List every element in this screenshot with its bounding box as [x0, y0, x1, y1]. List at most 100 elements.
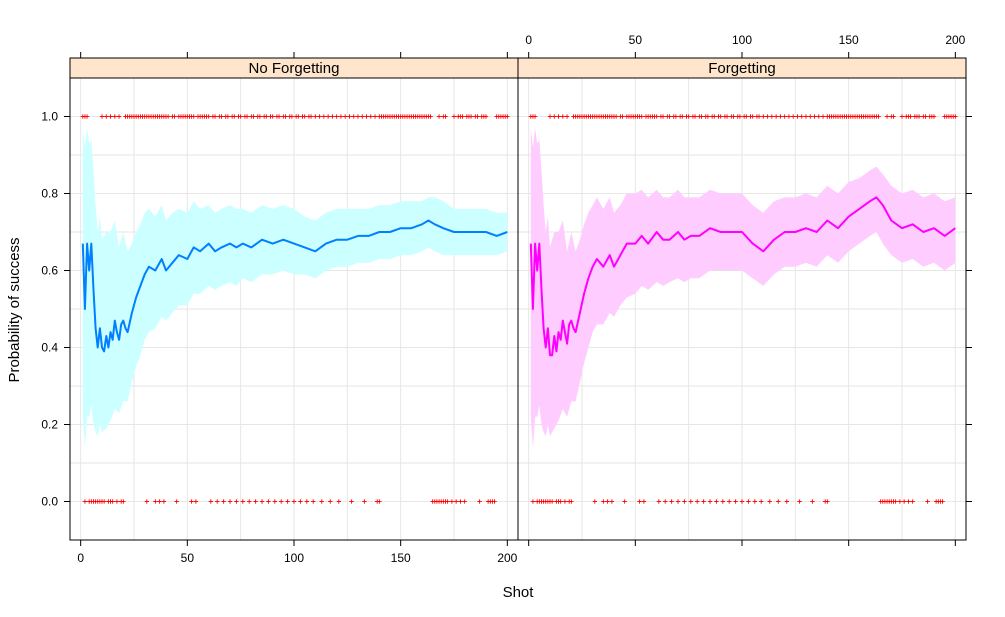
success-marker — [468, 114, 474, 119]
failure-marker — [759, 499, 764, 504]
success-marker — [84, 114, 90, 119]
failure-marker — [656, 499, 661, 504]
success-marker — [718, 114, 723, 119]
success-marker — [112, 114, 117, 119]
success-marker — [712, 114, 717, 119]
success-marker — [104, 114, 109, 119]
success-marker — [257, 114, 263, 119]
success-marker — [812, 114, 817, 119]
success-marker — [765, 114, 770, 119]
success-marker — [686, 114, 691, 119]
success-marker — [283, 114, 288, 119]
failure-marker — [641, 499, 647, 504]
failure-marker — [189, 499, 194, 504]
failure-marker — [285, 499, 290, 504]
success-marker — [308, 114, 314, 119]
success-marker — [744, 114, 749, 119]
failure-marker — [784, 499, 789, 504]
failure-marker — [215, 499, 220, 504]
failure-marker — [940, 499, 945, 504]
success-marker — [330, 114, 335, 119]
failure-marker — [682, 499, 687, 504]
failure-marker — [349, 499, 354, 504]
success-marker — [673, 114, 679, 119]
success-marker — [212, 114, 218, 119]
success-marker — [219, 114, 224, 119]
success-marker — [532, 114, 538, 119]
success-marker — [436, 114, 442, 119]
x-tick-label: 100 — [284, 551, 304, 565]
success-marker — [908, 114, 913, 119]
failure-marker — [377, 499, 382, 504]
success-marker — [769, 114, 775, 119]
panel-forgetting: Forgetting — [517, 57, 967, 541]
success-marker — [317, 114, 322, 119]
success-marker — [505, 114, 510, 119]
success-marker — [782, 114, 787, 119]
success-marker — [786, 114, 792, 119]
x-tick-label: 200 — [945, 33, 965, 47]
mean-line — [81, 219, 508, 353]
success-marker — [778, 114, 783, 119]
failure-marker — [227, 499, 233, 504]
failure-marker — [291, 499, 297, 504]
failure-marker — [669, 499, 674, 504]
success-marker — [953, 114, 958, 119]
success-marker — [475, 114, 480, 119]
failure-marker — [746, 499, 751, 504]
failure-marker — [319, 499, 324, 504]
success-marker — [289, 114, 295, 119]
failure-marker — [549, 499, 555, 504]
success-marker — [820, 114, 826, 119]
success-marker — [737, 114, 743, 119]
x-axis-label: Shot — [503, 584, 535, 601]
success-marker — [334, 114, 339, 119]
success-marker — [428, 114, 433, 119]
success-marker — [705, 114, 711, 119]
failure-marker — [663, 499, 668, 504]
success-marker — [884, 114, 890, 119]
success-marker — [276, 114, 282, 119]
success-marker — [108, 114, 113, 119]
success-marker — [364, 114, 369, 119]
failure-marker — [114, 499, 120, 504]
success-marker — [560, 114, 565, 119]
failure-marker — [727, 499, 732, 504]
x-tick-label: 200 — [497, 551, 517, 565]
failure-marker — [752, 499, 757, 504]
success-marker — [899, 114, 905, 119]
failure-marker — [720, 499, 725, 504]
success-marker — [816, 114, 821, 119]
failure-marker — [558, 499, 563, 504]
failure-marker — [530, 499, 536, 504]
success-marker — [99, 114, 105, 119]
success-marker — [347, 114, 352, 119]
success-marker — [313, 114, 318, 119]
failure-marker — [259, 499, 265, 504]
failure-marker — [592, 499, 597, 504]
y-tick-label: 0.2 — [41, 418, 58, 432]
y-tick-label: 0.8 — [41, 187, 58, 201]
x-tick-label: 100 — [732, 33, 752, 47]
success-marker — [270, 114, 275, 119]
success-marker — [891, 114, 896, 119]
failure-marker — [101, 499, 107, 504]
failure-marker — [445, 499, 450, 504]
failure-marker — [675, 499, 681, 504]
success-marker — [360, 114, 365, 119]
failure-marker — [247, 499, 252, 504]
failure-marker — [714, 499, 719, 504]
success-marker — [355, 114, 361, 119]
failure-marker — [279, 499, 284, 504]
failure-marker — [733, 499, 738, 504]
success-marker — [232, 114, 237, 119]
success-marker — [451, 114, 457, 119]
failure-marker — [266, 499, 271, 504]
failure-marker — [695, 499, 700, 504]
success-marker — [172, 114, 177, 119]
failure-marker — [311, 499, 316, 504]
success-marker — [654, 114, 659, 119]
failure-marker — [362, 499, 367, 504]
success-marker — [483, 114, 489, 119]
y-axis-label: Probability of success — [6, 237, 23, 382]
